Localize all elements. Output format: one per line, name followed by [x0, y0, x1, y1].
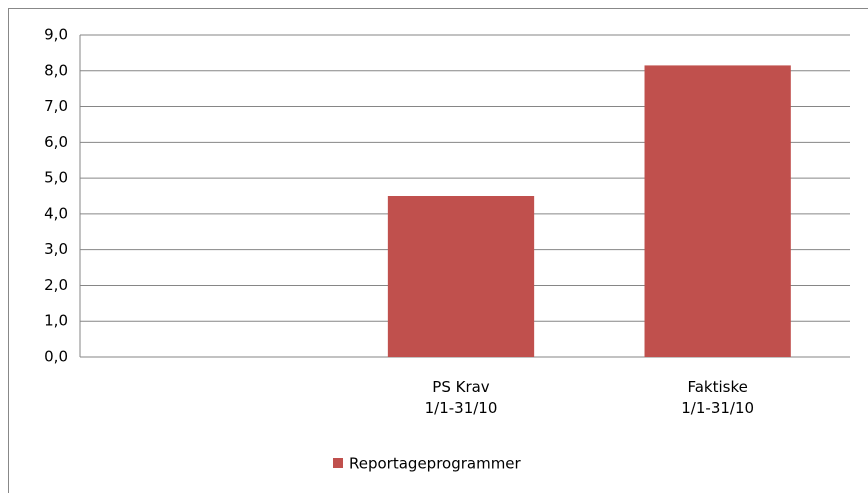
y-tick-label: 1,0 — [44, 312, 68, 330]
x-tick-label: Faktiske 1/1-31/10 — [681, 378, 754, 417]
y-tick-label: 2,0 — [44, 276, 68, 294]
legend-swatch — [333, 458, 343, 468]
y-tick-label: 5,0 — [44, 169, 68, 187]
bar — [644, 65, 791, 358]
y-tick-label: 7,0 — [44, 97, 68, 115]
x-tick-label: PS Krav 1/1-31/10 — [425, 378, 498, 417]
y-tick-label: 3,0 — [44, 240, 68, 258]
y-tick-label: 8,0 — [44, 61, 68, 79]
y-tick-label: 4,0 — [44, 204, 68, 222]
y-tick-label: 0,0 — [44, 348, 68, 366]
y-tick-label: 6,0 — [44, 133, 68, 151]
y-tick-label: 9,0 — [44, 26, 68, 44]
bar — [387, 196, 535, 357]
legend-label: Reportageprogrammer — [349, 455, 522, 473]
